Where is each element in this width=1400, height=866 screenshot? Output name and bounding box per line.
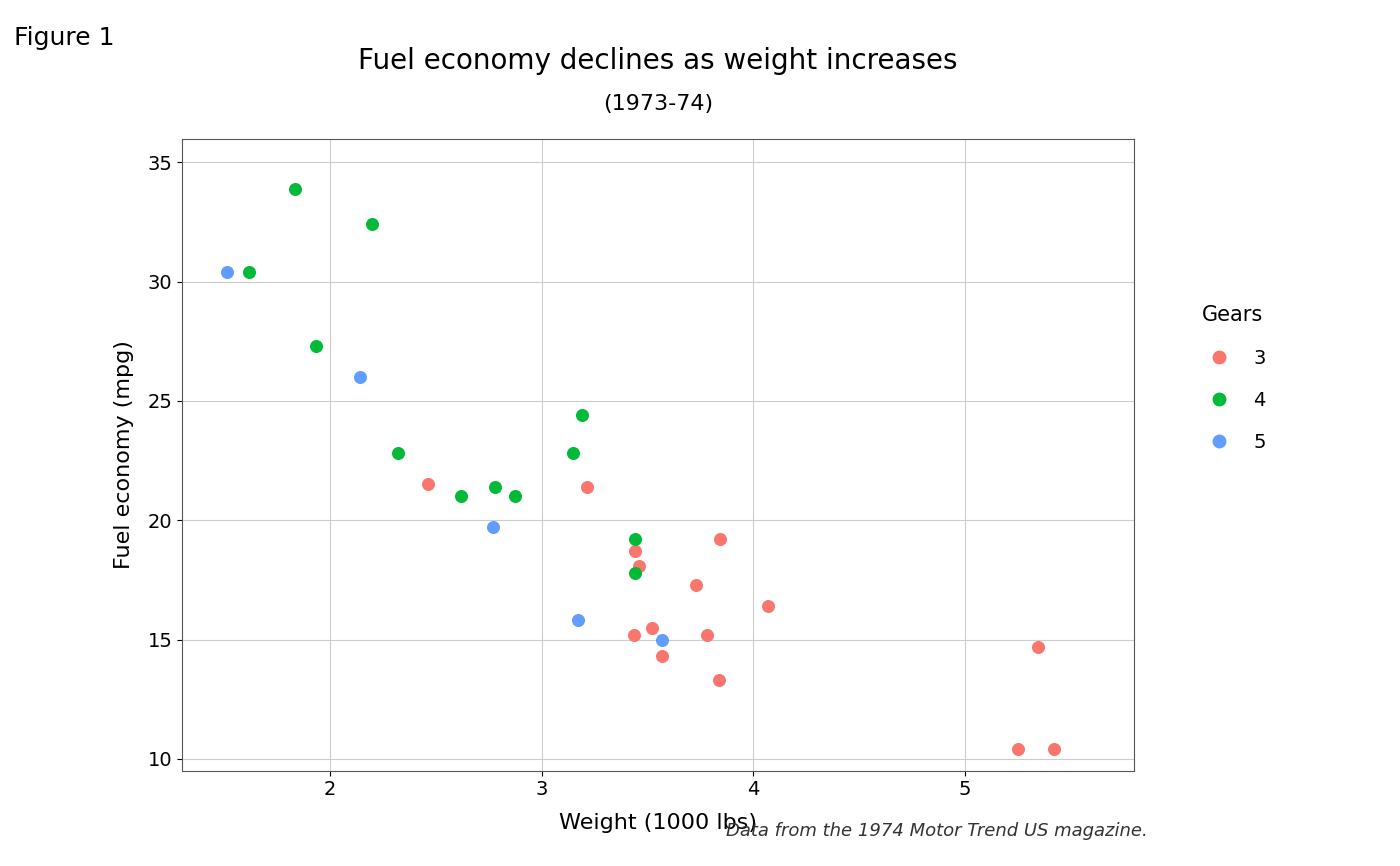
Point <box>238 265 260 279</box>
Point <box>361 217 384 231</box>
Y-axis label: Fuel economy (mpg): Fuel economy (mpg) <box>113 340 133 569</box>
Point <box>284 182 307 196</box>
Point <box>710 533 732 546</box>
Text: Figure 1: Figure 1 <box>14 26 115 50</box>
Point <box>1007 742 1029 756</box>
Point <box>696 628 718 642</box>
Point <box>449 489 472 503</box>
Point <box>575 480 598 494</box>
Point <box>571 409 594 423</box>
Point <box>349 370 371 384</box>
X-axis label: Weight (1000 lbs): Weight (1000 lbs) <box>559 813 757 833</box>
Point <box>563 447 585 461</box>
Point <box>1026 640 1049 654</box>
Point <box>651 650 673 663</box>
Point <box>708 673 731 687</box>
Point <box>504 489 526 503</box>
Point <box>685 578 707 591</box>
Point <box>651 632 673 646</box>
Point <box>305 339 328 353</box>
Point <box>623 533 645 546</box>
Point <box>623 565 645 579</box>
Text: Fuel economy declines as weight increases: Fuel economy declines as weight increase… <box>358 47 958 74</box>
Point <box>623 628 645 642</box>
Legend: 3, 4, 5: 3, 4, 5 <box>1191 298 1274 460</box>
Point <box>482 520 504 534</box>
Point <box>567 613 589 627</box>
Point <box>216 265 238 279</box>
Text: (1973-74): (1973-74) <box>603 94 713 114</box>
Point <box>623 545 645 559</box>
Point <box>484 480 507 494</box>
Point <box>1043 742 1065 756</box>
Point <box>417 477 440 491</box>
Point <box>627 559 650 572</box>
Text: Data from the 1974 Motor Trend US magazine.: Data from the 1974 Motor Trend US magazi… <box>727 822 1148 840</box>
Point <box>640 621 662 635</box>
Point <box>757 599 780 613</box>
Point <box>386 447 409 461</box>
